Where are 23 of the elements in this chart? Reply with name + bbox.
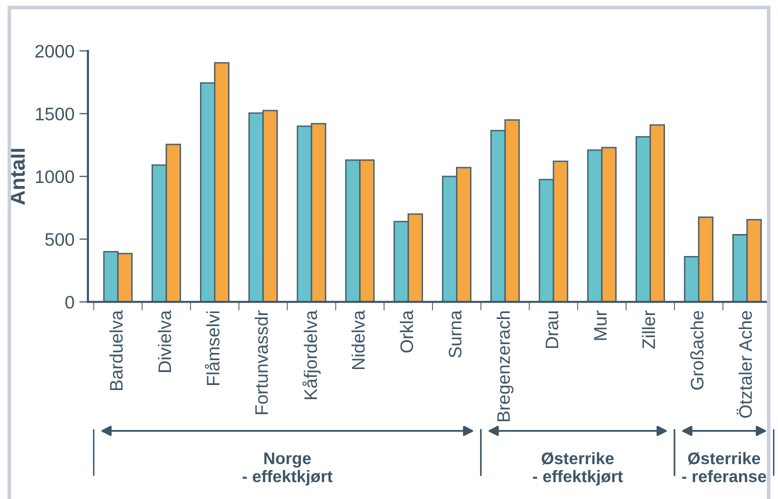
x-tick-label: Fortunvassdr: [254, 310, 268, 414]
x-tick-label: Flåmselvi: [204, 311, 220, 385]
x-tick-label: Barduelva: [110, 310, 123, 390]
text: Østerrike - effektkjørt: [532, 452, 623, 486]
y-tick-label: 2000: [35, 44, 74, 58]
x-tick-label: Orkla: [400, 310, 414, 353]
y-tick-label: 1000: [36, 170, 74, 184]
y-tick-label: 1500: [36, 108, 74, 120]
x-tick-label: Surna: [448, 310, 462, 358]
y-tick-label: 0: [65, 296, 74, 309]
x-tick-label: Mur: [594, 310, 607, 340]
y-axis-title: Antall: [10, 148, 25, 205]
x-tick-label: Ötztaler Ache: [736, 311, 752, 418]
text: Norge - effektkjørt: [242, 452, 332, 486]
x-tick-label: Ziller: [642, 310, 656, 349]
x-tick-label: Bregenzerach: [496, 311, 514, 422]
y-tick-label: 500: [45, 233, 74, 246]
x-tick-label: Großache: [690, 311, 704, 390]
x-tick-label: Nidelva: [351, 310, 365, 369]
text: Østerrike - referanse: [682, 452, 766, 482]
x-tick-label: Divielva: [158, 310, 172, 372]
x-tick-label: Drau: [546, 311, 558, 348]
x-tick-label: Kåfjordelva: [302, 310, 321, 400]
